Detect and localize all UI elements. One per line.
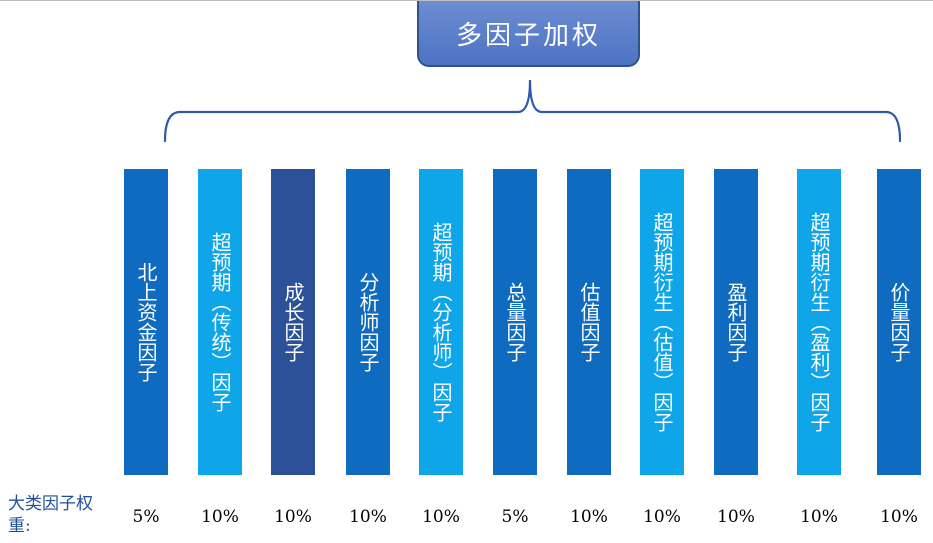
factor-label: 超预期衍生（估值）因子 (650, 212, 674, 432)
factor-label: 估值因子 (577, 282, 601, 362)
factor-weight: 10% (717, 507, 755, 527)
factor-label: 超预期衍生（盈利）因子 (807, 212, 831, 432)
factor-label: 总量因子 (503, 282, 527, 362)
factor-label: 超预期（传统）因子 (208, 232, 232, 412)
factor-bar: 总量因子 (493, 169, 537, 475)
top-rule (0, 0, 933, 1)
factor-weight: 5% (132, 507, 160, 527)
factor-weight: 10% (201, 507, 239, 527)
factor-bar: 成长因子 (271, 169, 315, 475)
factor-label: 盈利因子 (724, 282, 748, 362)
factor-label: 价量因子 (887, 282, 911, 362)
diagram-title: 多因子加权 (455, 20, 601, 51)
factor-weight: 5% (501, 507, 529, 527)
factor-weight: 10% (880, 507, 918, 527)
factor-label: 分析师因子 (356, 272, 380, 372)
factor-label: 成长因子 (281, 282, 305, 362)
factor-bar: 超预期衍生（估值）因子 (640, 169, 684, 475)
factor-bar: 分析师因子 (346, 169, 390, 475)
factor-label: 北上资金因子 (134, 262, 158, 382)
factor-weight: 10% (800, 507, 838, 527)
factor-bar: 估值因子 (567, 169, 611, 475)
factor-bar: 超预期（传统）因子 (198, 169, 242, 475)
factor-bar: 超预期（分析师）因子 (419, 169, 463, 475)
factor-weight: 10% (349, 507, 387, 527)
factor-bar: 盈利因子 (714, 169, 758, 475)
factor-weight: 10% (643, 507, 681, 527)
factor-weight: 10% (422, 507, 460, 527)
weight-title: 大类因子权重: (8, 494, 93, 536)
factor-bar: 价量因子 (877, 169, 921, 475)
factor-bar: 北上资金因子 (124, 169, 168, 475)
factor-weight: 10% (274, 507, 312, 527)
title-box: 多因子加权 (417, 1, 640, 67)
factor-weight: 10% (570, 507, 608, 527)
factor-bar: 超预期衍生（盈利）因子 (797, 169, 841, 475)
grouping-brace (163, 79, 902, 143)
factor-label: 超预期（分析师）因子 (429, 222, 453, 422)
